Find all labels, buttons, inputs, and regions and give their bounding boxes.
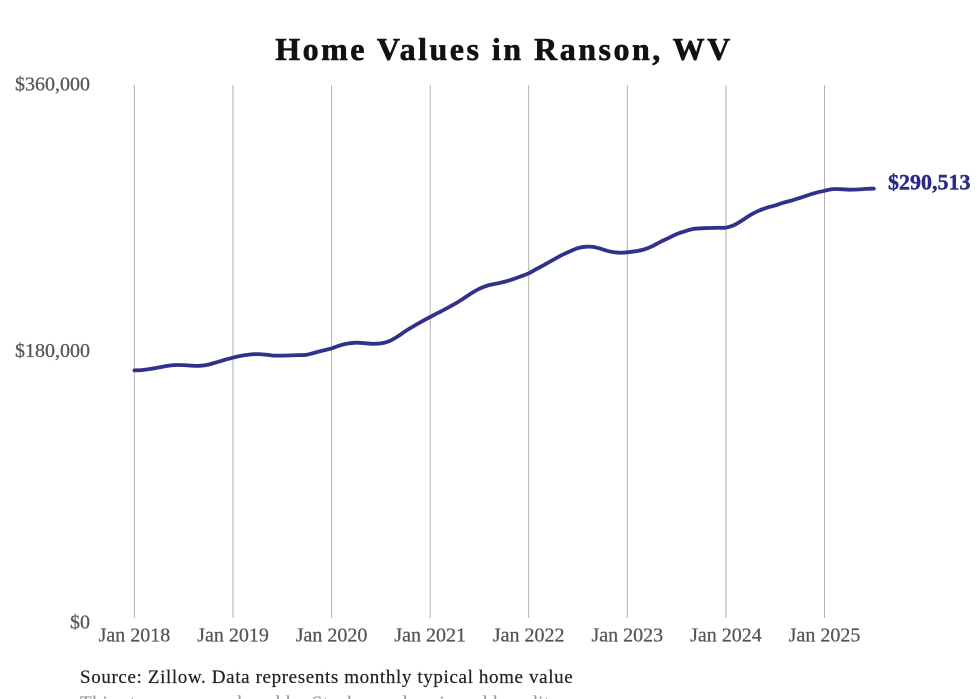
svg-text:Home Values in Ranson, WV: Home Values in Ranson, WV [275, 31, 733, 67]
svg-text:$0: $0 [70, 612, 90, 634]
svg-text:$360,000: $360,000 [15, 74, 90, 96]
svg-text:Jan 2022: Jan 2022 [493, 624, 565, 646]
svg-text:$290,513: $290,513 [888, 170, 971, 195]
svg-text:This story was produced by Sta: This story was produced by Stacker and r… [80, 693, 575, 699]
svg-text:Jan 2023: Jan 2023 [591, 624, 663, 646]
svg-text:Jan 2024: Jan 2024 [690, 624, 762, 646]
svg-text:Jan 2019: Jan 2019 [197, 624, 269, 646]
svg-text:Jan 2021: Jan 2021 [394, 624, 466, 646]
svg-text:$180,000: $180,000 [15, 340, 90, 362]
svg-text:Jan 2025: Jan 2025 [789, 624, 861, 646]
svg-text:Jan 2020: Jan 2020 [296, 624, 368, 646]
svg-text:Jan 2018: Jan 2018 [99, 624, 171, 646]
svg-text:Source: Zillow. Data represent: Source: Zillow. Data represents monthly … [80, 667, 573, 688]
